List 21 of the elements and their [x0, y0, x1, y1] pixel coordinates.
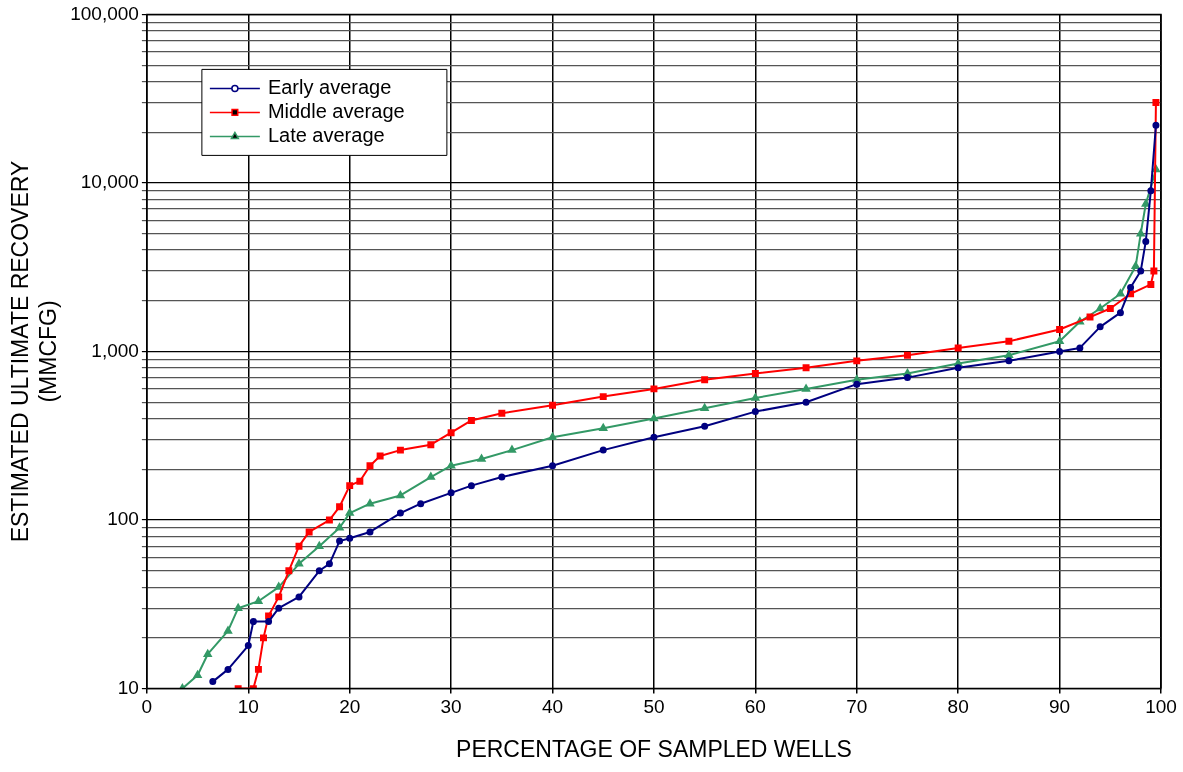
y-tick-label: 100 — [107, 508, 139, 530]
x-tick-label: 30 — [440, 696, 462, 718]
x-tick-label: 0 — [141, 696, 153, 718]
y-tick-label: 100,000 — [70, 2, 139, 24]
legend-label: Late average — [267, 123, 385, 146]
x-tick-label: 70 — [846, 696, 868, 718]
y-tick-label: 10,000 — [80, 171, 139, 193]
x-tick-label: 10 — [237, 696, 259, 718]
x-axis-title: PERCENTAGE OF SAMPLED WELLS — [456, 735, 852, 762]
x-tick-label: 100 — [1145, 696, 1177, 718]
x-tick-label: 20 — [339, 696, 361, 718]
legend-label: Middle average — [267, 99, 405, 122]
legend-label: Early average — [267, 75, 392, 98]
x-tick-label: 60 — [744, 696, 766, 718]
y-axis-title: ESTIMATED ULTIMATE RECOVERY (MMCFG) — [7, 160, 61, 543]
x-tick-label: 90 — [1049, 696, 1071, 718]
x-tick-label: 40 — [541, 696, 564, 718]
y-tick-label: 1,000 — [91, 339, 139, 361]
x-tick-label: 80 — [947, 696, 969, 718]
x-tick-label: 50 — [643, 696, 665, 718]
y-tick-label: 10 — [117, 676, 139, 698]
